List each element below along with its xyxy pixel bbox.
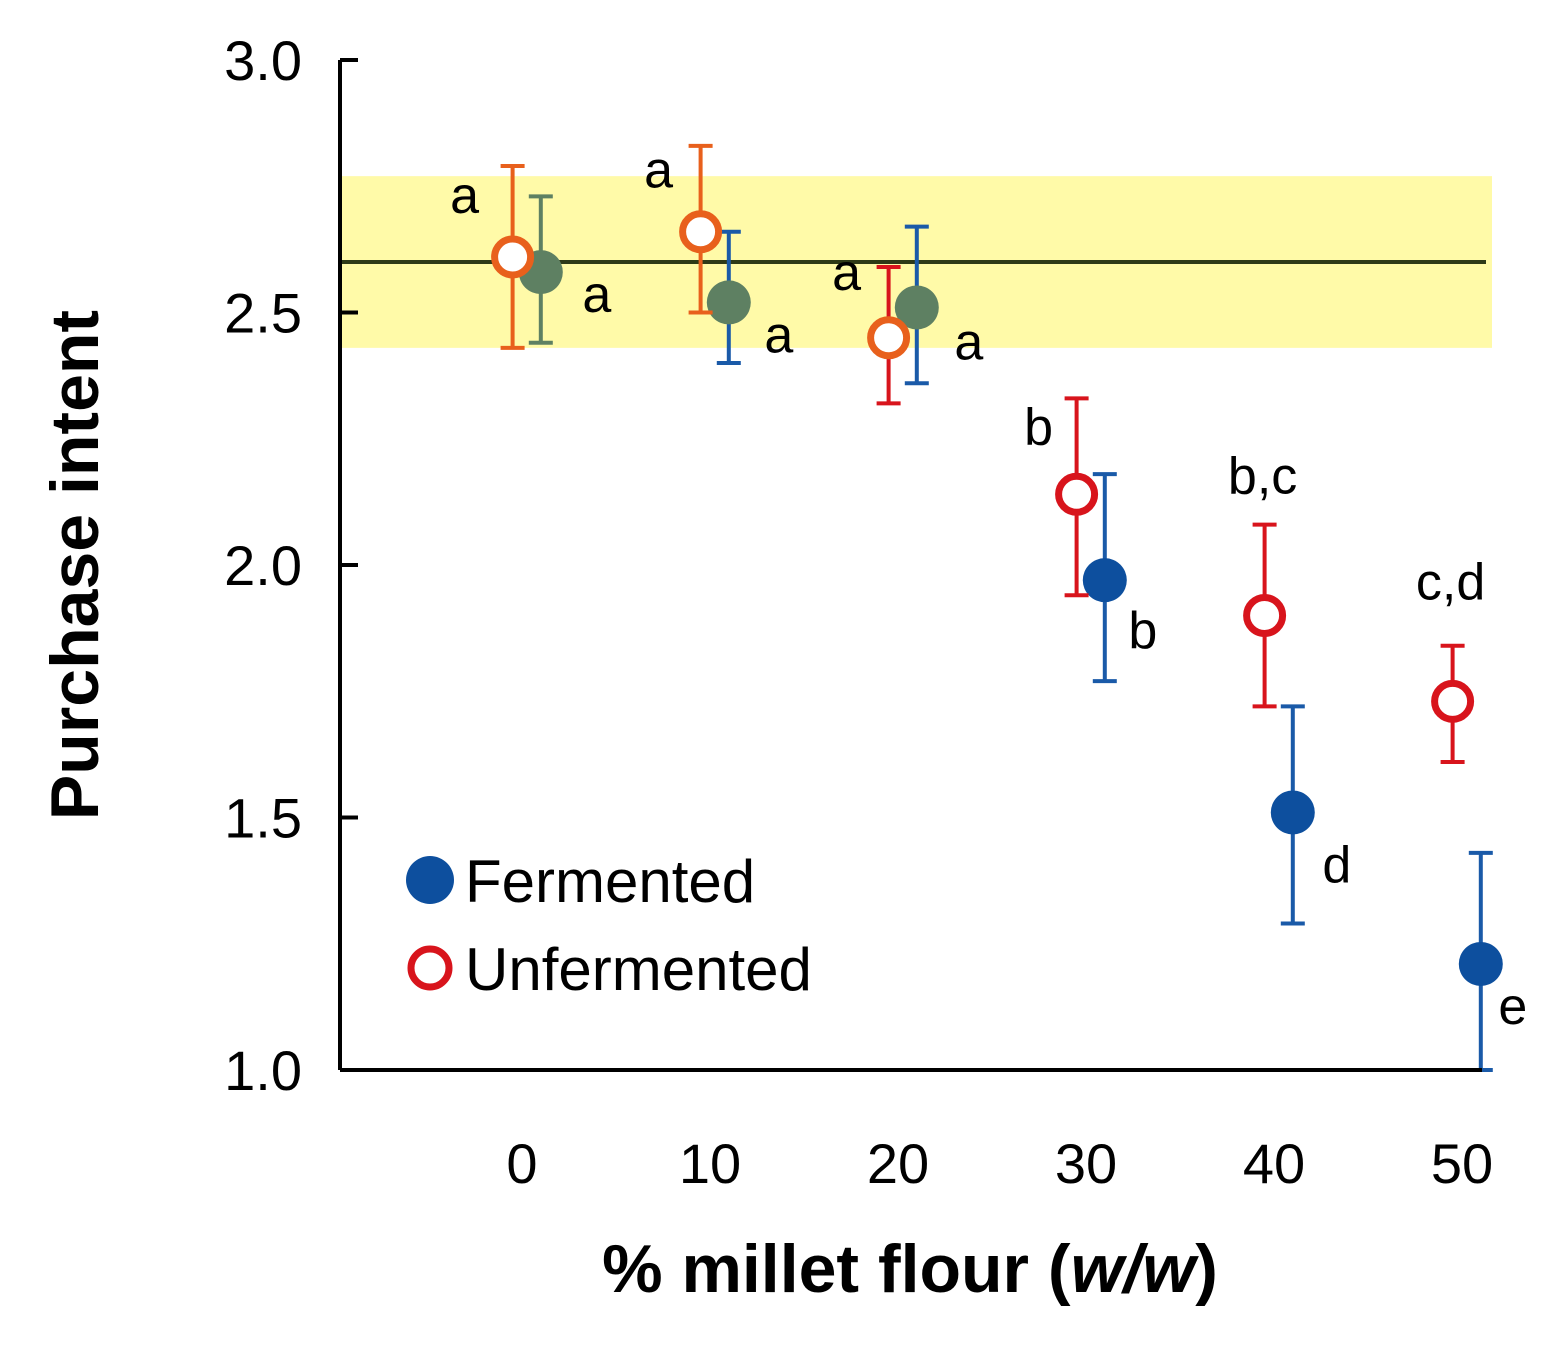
- data-point-unfermented: [1431, 679, 1475, 723]
- significance-label: b: [1128, 602, 1157, 660]
- legend-marker-fermented: [406, 856, 454, 904]
- significance-label: a: [644, 142, 673, 200]
- data-point-unfermented: [491, 235, 535, 279]
- y-axis-ticks: 1.0 1.5 2.0 2.5 3.0: [224, 29, 358, 1102]
- x-tick-label: 30: [1055, 1132, 1117, 1195]
- x-tick-label: 10: [679, 1132, 741, 1195]
- x-axis-ticks: 0 10 20 30 40 50: [506, 1132, 1493, 1195]
- y-tick-label: 2.5: [224, 282, 302, 345]
- significance-label: a: [954, 313, 983, 371]
- legend-label: Unfermented: [465, 936, 812, 1003]
- y-axis-title: Purchase intent: [37, 310, 113, 820]
- data-point-fermented: [894, 285, 939, 330]
- data-point-unfermented: [1243, 594, 1287, 637]
- y-tick-label: 1.0: [224, 1039, 302, 1102]
- significance-label: a: [582, 266, 611, 324]
- data-point-fermented: [1458, 941, 1503, 986]
- significance-label: a: [832, 244, 861, 302]
- legend-marker-unfermented: [407, 945, 453, 991]
- x-axis-title: % millet flour (w/w): [602, 1231, 1218, 1307]
- data-point-unfermented: [1055, 472, 1099, 516]
- x-tick-label: 40: [1243, 1132, 1305, 1195]
- data-point-fermented: [706, 280, 751, 325]
- x-tick-label: 0: [506, 1132, 537, 1195]
- x-tick-label: 50: [1431, 1132, 1493, 1195]
- significance-label: e: [1498, 978, 1527, 1036]
- significance-label: c,d: [1416, 553, 1485, 611]
- legend-label: Fermented: [465, 848, 755, 915]
- y-tick-label: 2.0: [224, 534, 302, 597]
- data-point-fermented: [1270, 790, 1315, 835]
- legend: Fermented Unfermented: [406, 848, 812, 1003]
- y-tick-label: 1.5: [224, 787, 302, 850]
- significance-label: b,c: [1228, 448, 1297, 506]
- x-tick-label: 20: [867, 1132, 929, 1195]
- data-point-unfermented: [867, 316, 911, 360]
- data-point-unfermented: [679, 210, 723, 254]
- data-point-fermented: [1082, 558, 1127, 603]
- y-tick-label: 3.0: [224, 29, 302, 92]
- significance-label: a: [764, 306, 793, 364]
- significance-label: a: [450, 167, 479, 225]
- significance-label: b: [1024, 398, 1053, 456]
- significance-label: d: [1322, 836, 1351, 894]
